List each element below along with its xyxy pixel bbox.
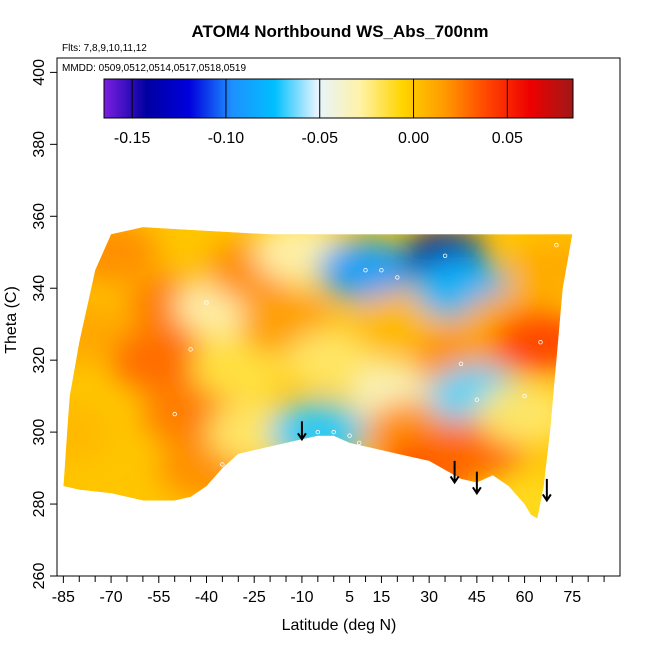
- x-tick-label: 75: [563, 589, 581, 606]
- y-tick-label: 360: [31, 203, 48, 230]
- field-cell: [285, 328, 382, 393]
- sample-point: [379, 268, 384, 273]
- field-cell: [269, 400, 366, 465]
- sample-point: [538, 340, 543, 345]
- plot-frame: [56, 57, 621, 577]
- x-tick-label: 45: [468, 589, 486, 606]
- sample-point: [458, 361, 464, 366]
- y-tick-label: 400: [31, 59, 48, 86]
- y-tick-label: 380: [31, 131, 48, 158]
- field-cell: [110, 328, 207, 393]
- sample-point: [395, 275, 400, 280]
- sample-point: [363, 268, 368, 273]
- sample-point: [220, 462, 225, 467]
- colorbar-tick-label: -0.05: [302, 130, 339, 147]
- sample-point: [522, 393, 527, 399]
- x-tick-label: -70: [100, 589, 123, 606]
- colorbar-tick-label: 0.00: [398, 130, 429, 147]
- x-tick-label: -25: [243, 589, 266, 606]
- field-cell: [63, 400, 112, 465]
- field-cell: [482, 472, 573, 519]
- arrow-head: [297, 432, 307, 442]
- sample-point: [204, 300, 209, 305]
- colorbar-ticks: -0.15 -0.10 -0.05 0.00 0.05: [114, 79, 523, 147]
- down-arrow-icon: [472, 471, 482, 496]
- sample-point: [188, 347, 193, 352]
- field-cell: [317, 238, 414, 303]
- x-axis-label: Latitude (deg N): [282, 617, 397, 634]
- x-tick-label: 15: [373, 589, 391, 606]
- sample-point: [442, 253, 448, 258]
- sample-point: [331, 429, 336, 435]
- sample-point: [315, 429, 320, 435]
- down-arrow-icon: [542, 478, 552, 503]
- y-tick-label: 300: [31, 419, 48, 446]
- sample-point: [172, 411, 177, 417]
- flights-note: Flts: 7,8,9,10,11,12: [62, 43, 147, 54]
- sample-point: [64, 347, 69, 352]
- field-cell: [476, 382, 573, 447]
- down-arrow-icon: [297, 421, 307, 442]
- y-axis: 260 280 300 320 340 360 380 400: [31, 59, 57, 589]
- y-tick-label: 280: [31, 491, 48, 518]
- y-axis-label: Theta (C): [3, 286, 20, 354]
- x-tick-label: -55: [147, 589, 170, 606]
- colorbar: -0.15 -0.10 -0.05 0.00 0.05: [103, 78, 574, 147]
- sample-point: [357, 440, 362, 446]
- sample-point: [347, 433, 352, 438]
- x-tick-label: -40: [195, 589, 218, 606]
- x-tick-label: 30: [420, 589, 438, 606]
- sample-point: [474, 397, 480, 402]
- arrow-markers: [297, 421, 552, 503]
- arrow-head: [542, 493, 552, 503]
- field-cell: [349, 292, 446, 357]
- x-tick-label: -10: [290, 589, 313, 606]
- heatmap-field: [63, 227, 573, 519]
- field-cell: [492, 310, 573, 375]
- colorbar-tick-label: -0.10: [208, 130, 245, 147]
- colorbar-gradient: [103, 78, 574, 119]
- x-axis: -85 -70 -55 -40 -25 -10 5 15 30 45 60 75: [52, 576, 605, 606]
- arrow-head: [472, 486, 482, 496]
- field-cell: [63, 227, 160, 285]
- colorbar-tick-label: -0.15: [114, 130, 151, 147]
- arrow-head: [449, 475, 460, 485]
- x-tick-label: 60: [516, 589, 534, 606]
- x-tick-label: -85: [52, 589, 75, 606]
- x-tick-label: 5: [345, 589, 354, 606]
- sample-points: [64, 242, 559, 467]
- field-clip-group: [63, 227, 573, 519]
- y-tick-label: 320: [31, 347, 48, 374]
- colorbar-tick-label: 0.05: [492, 130, 523, 147]
- y-tick-label: 340: [31, 275, 48, 302]
- sample-point: [554, 242, 559, 248]
- field-cell: [508, 238, 573, 303]
- dates-note: MMDD: 0509,0512,0514,0517,0518,0519: [62, 63, 246, 74]
- chart-title: ATOM4 Northbound WS_Abs_700nm: [192, 22, 489, 41]
- y-tick-label: 260: [31, 563, 48, 590]
- down-arrow-icon: [449, 460, 460, 485]
